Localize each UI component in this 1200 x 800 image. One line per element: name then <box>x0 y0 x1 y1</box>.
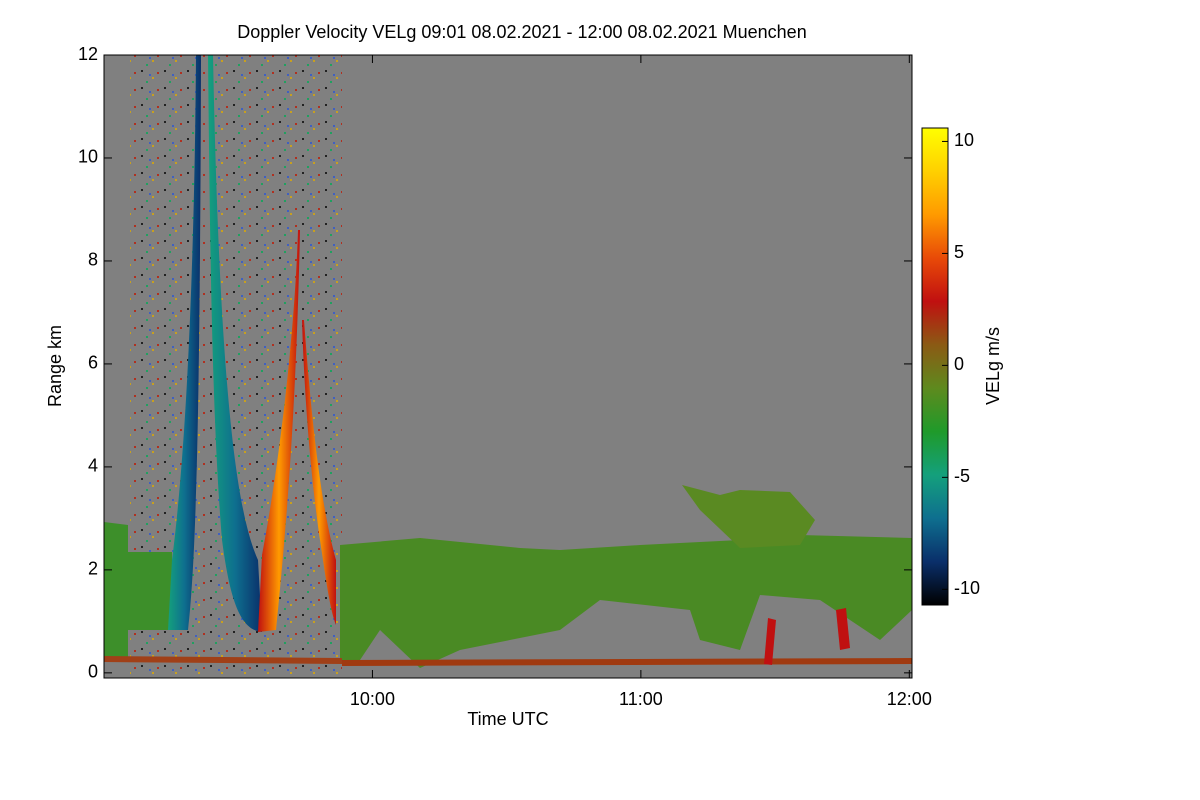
y-tick-label: 10 <box>78 147 98 167</box>
y-tick-label: 12 <box>78 44 98 64</box>
y-tick-label: 0 <box>88 662 98 682</box>
y-tick-label: 6 <box>88 353 98 373</box>
colorbar-tick-label: 5 <box>954 242 964 262</box>
velocity-field <box>104 55 912 678</box>
colorbar-label: VELg m/s <box>983 327 1003 405</box>
y-axis-label: Range km <box>45 325 65 407</box>
colorbar-tick-label: -10 <box>954 578 980 598</box>
y-tick-label: 4 <box>88 456 98 476</box>
y-tick-label: 8 <box>88 250 98 270</box>
chart-title: Doppler Velocity VELg 09:01 08.02.2021 -… <box>237 22 806 42</box>
colorbar-tick-label: 10 <box>954 130 974 150</box>
plot-frame <box>103 54 913 679</box>
x-tick-label: 12:00 <box>887 689 932 709</box>
x-tick-label: 11:00 <box>619 689 663 709</box>
colorbar-tick-label: -5 <box>954 466 970 486</box>
x-axis-label: Time UTC <box>467 709 548 729</box>
colorbar <box>921 127 949 606</box>
x-tick-label: 10:00 <box>350 689 395 709</box>
colorbar-tick-label: 0 <box>954 354 964 374</box>
y-tick-label: 2 <box>88 559 98 579</box>
